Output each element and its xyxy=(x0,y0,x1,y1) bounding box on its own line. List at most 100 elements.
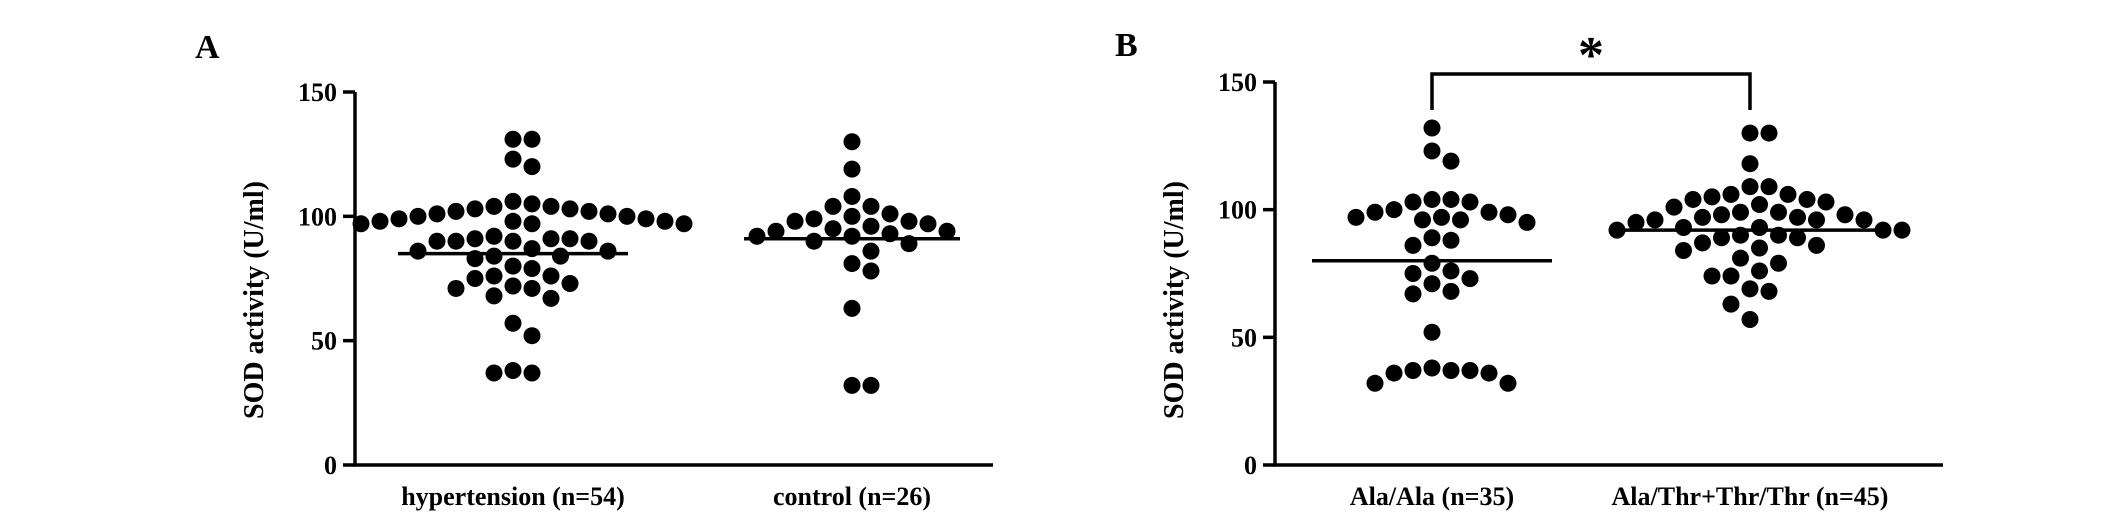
data-point-a-1-22 xyxy=(862,262,880,280)
data-point-b-1-21 xyxy=(1855,211,1873,229)
data-point-b-0-9 xyxy=(1366,203,1384,221)
data-point-b-1-44 xyxy=(1741,310,1759,328)
data-point-a-1-7 xyxy=(805,210,823,228)
data-point-a-0-33 xyxy=(599,242,617,260)
data-point-b-1-8 xyxy=(1798,190,1816,208)
data-point-a-1-9 xyxy=(786,212,804,230)
data-point-b-1-0 xyxy=(1741,124,1759,142)
data-point-b-1-18 xyxy=(1694,208,1711,226)
data-point-b-1-2 xyxy=(1741,155,1759,173)
data-point-b-1-11 xyxy=(1751,196,1768,214)
data-point-a-0-26 xyxy=(466,230,484,248)
data-point-a-0-38 xyxy=(504,257,522,275)
y-tick-label-b-50: 50 xyxy=(1231,323,1257,352)
category-label-control: control (n=26) xyxy=(773,482,931,511)
data-point-a-0-28 xyxy=(504,232,522,250)
y-tick-label-a-100: 100 xyxy=(298,202,337,231)
data-point-b-0-12 xyxy=(1347,208,1365,226)
data-point-a-0-18 xyxy=(504,212,522,230)
data-point-a-1-10 xyxy=(919,215,937,233)
data-point-b-1-40 xyxy=(1703,267,1721,285)
category-label-ala-thr-thr-thr: Ala/Thr+Thr/Thr (n=45) xyxy=(1612,482,1889,511)
data-point-b-0-18 xyxy=(1404,236,1422,254)
data-point-b-1-32 xyxy=(1694,234,1711,252)
data-point-a-1-0 xyxy=(843,133,861,151)
data-point-b-0-13 xyxy=(1414,211,1431,229)
data-point-b-1-23 xyxy=(1751,219,1768,237)
y-tick-label-b-150: 150 xyxy=(1218,68,1257,97)
data-point-b-1-39 xyxy=(1722,267,1740,285)
data-point-a-1-21 xyxy=(843,255,861,273)
data-point-b-1-42 xyxy=(1760,282,1778,300)
data-point-b-1-20 xyxy=(1646,211,1664,229)
data-point-a-0-50 xyxy=(523,327,541,345)
data-point-a-1-18 xyxy=(805,232,823,250)
data-point-b-0-4 xyxy=(1442,190,1460,208)
data-point-b-1-35 xyxy=(1675,242,1692,260)
data-point-a-0-41 xyxy=(542,267,560,285)
data-point-b-0-17 xyxy=(1442,231,1460,249)
data-point-b-1-37 xyxy=(1770,254,1787,272)
data-point-a-0-49 xyxy=(504,314,522,332)
data-point-b-1-1 xyxy=(1760,124,1778,142)
data-point-a-0-35 xyxy=(485,247,503,265)
y-axis-title-a: SOD activity (U/ml) xyxy=(239,181,270,419)
data-point-a-0-21 xyxy=(523,215,541,233)
data-point-a-0-4 xyxy=(504,192,522,210)
data-point-b-0-34 xyxy=(1499,374,1517,392)
data-point-b-1-41 xyxy=(1741,280,1759,298)
data-point-a-1-3 xyxy=(862,197,880,215)
data-point-a-0-5 xyxy=(523,195,541,213)
data-point-a-0-16 xyxy=(390,210,408,228)
data-point-b-0-21 xyxy=(1404,265,1422,282)
data-point-a-0-17 xyxy=(637,210,655,228)
data-point-b-0-7 xyxy=(1385,201,1403,219)
data-point-a-0-23 xyxy=(675,215,693,233)
data-point-b-0-28 xyxy=(1442,362,1460,380)
data-point-a-1-17 xyxy=(748,227,766,245)
y-tick-label-a-150: 150 xyxy=(298,78,337,107)
data-point-b-1-43 xyxy=(1722,295,1740,313)
data-point-b-0-32 xyxy=(1480,364,1498,382)
data-point-b-0-22 xyxy=(1461,270,1479,288)
data-point-b-0-31 xyxy=(1385,364,1403,382)
data-point-b-0-14 xyxy=(1452,211,1469,229)
data-point-b-1-31 xyxy=(1789,229,1806,247)
data-point-b-1-3 xyxy=(1741,178,1759,196)
data-point-b-1-13 xyxy=(1732,203,1749,221)
panel-a: A SOD activity (U/ml) 0 50 100 150 hyperten… xyxy=(195,29,993,511)
data-point-a-1-24 xyxy=(843,376,861,394)
y-tick-label-b-100: 100 xyxy=(1218,196,1257,225)
data-point-a-0-34 xyxy=(409,242,427,260)
data-point-a-0-20 xyxy=(656,212,674,230)
data-point-b-1-15 xyxy=(1713,206,1730,224)
data-point-b-0-30 xyxy=(1461,362,1479,380)
data-point-a-0-45 xyxy=(523,279,541,297)
data-point-a-0-11 xyxy=(580,202,598,220)
data-point-a-0-1 xyxy=(523,130,541,148)
data-point-a-0-51 xyxy=(504,362,522,380)
data-point-b-0-2 xyxy=(1442,152,1460,170)
data-point-a-0-12 xyxy=(428,205,446,223)
data-point-b-0-23 xyxy=(1423,275,1441,293)
data-point-b-1-25 xyxy=(1874,221,1892,239)
data-point-b-0-29 xyxy=(1404,362,1422,380)
data-point-a-0-25 xyxy=(542,230,560,248)
panel-letter-b: B xyxy=(1115,27,1138,64)
data-point-a-0-46 xyxy=(447,279,465,297)
category-label-ala-ala: Ala/Ala (n=35) xyxy=(1350,482,1514,511)
data-point-b-1-22 xyxy=(1627,213,1645,231)
data-point-b-1-12 xyxy=(1665,198,1683,216)
data-point-a-0-3 xyxy=(523,158,541,176)
data-point-b-0-27 xyxy=(1423,359,1441,377)
y-tick-label-a-0: 0 xyxy=(324,451,337,480)
data-point-b-0-5 xyxy=(1404,193,1422,211)
data-point-a-0-19 xyxy=(371,212,389,230)
data-point-a-0-43 xyxy=(561,274,579,292)
data-point-a-0-36 xyxy=(552,247,569,265)
data-point-a-1-8 xyxy=(900,212,918,230)
data-point-a-1-12 xyxy=(824,220,842,238)
panel-letter-a: A xyxy=(195,29,220,66)
y-ticks-a: 0 50 100 150 xyxy=(298,78,355,480)
